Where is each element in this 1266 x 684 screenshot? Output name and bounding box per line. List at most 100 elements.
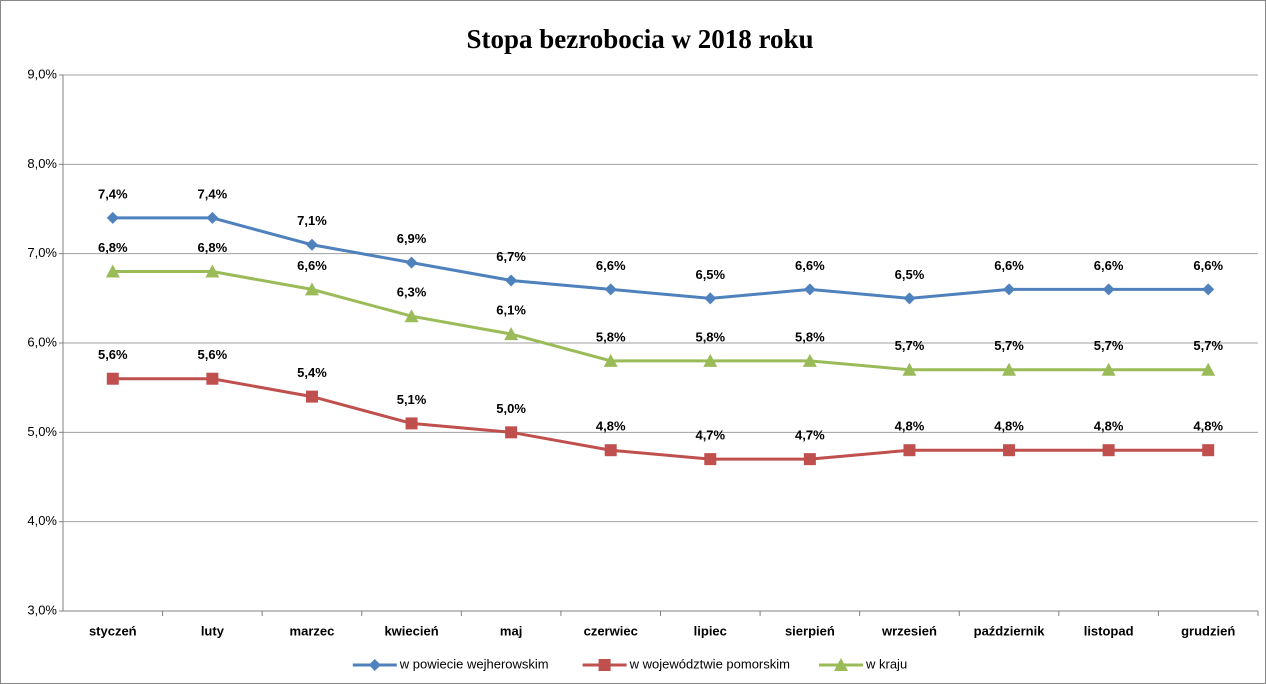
legend-marker xyxy=(598,659,611,671)
x-tick-label: luty xyxy=(201,623,225,638)
x-tick-label: lipiec xyxy=(694,623,727,638)
data-label: 6,7% xyxy=(496,249,526,264)
y-tick-label: 5,0% xyxy=(27,424,57,439)
marker xyxy=(405,256,418,269)
y-tick-label: 4,0% xyxy=(27,513,57,528)
data-label: 4,8% xyxy=(596,419,626,434)
marker xyxy=(1202,283,1215,296)
x-tick-label: styczeń xyxy=(89,623,137,638)
data-label: 4,8% xyxy=(895,419,925,434)
marker xyxy=(903,292,916,305)
marker xyxy=(206,211,219,224)
y-tick-label: 9,0% xyxy=(27,66,57,81)
x-tick-label: wrzesień xyxy=(881,623,937,638)
data-label: 5,0% xyxy=(496,401,526,416)
data-label: 4,7% xyxy=(695,428,725,443)
marker xyxy=(604,283,617,296)
chart-title: Stopa bezrobocia w 2018 roku xyxy=(466,24,813,54)
marker xyxy=(305,238,318,251)
x-tick-label: sierpień xyxy=(785,623,835,638)
marker xyxy=(802,353,817,367)
data-label: 7,1% xyxy=(297,213,327,228)
legend-label: w kraju xyxy=(865,656,907,671)
legend-label: w powiecie wejherowskim xyxy=(399,656,549,671)
data-label: 4,8% xyxy=(1193,419,1223,434)
y-tick-label: 3,0% xyxy=(27,602,57,617)
marker xyxy=(803,453,816,466)
data-label: 6,6% xyxy=(795,258,825,273)
data-label: 5,7% xyxy=(895,338,925,353)
marker xyxy=(1101,362,1116,376)
data-label: 5,4% xyxy=(297,365,327,380)
data-label: 7,4% xyxy=(98,186,128,201)
marker xyxy=(1102,283,1115,296)
marker xyxy=(902,362,917,376)
y-tick-label: 6,0% xyxy=(27,334,57,349)
marker xyxy=(704,292,717,305)
marker xyxy=(105,264,120,278)
marker xyxy=(206,372,219,385)
marker xyxy=(1002,362,1017,376)
data-label: 6,8% xyxy=(98,240,128,255)
x-tick-label: kwiecień xyxy=(384,623,438,638)
data-label: 5,6% xyxy=(198,347,228,362)
data-label: 6,5% xyxy=(695,267,725,282)
marker xyxy=(1102,444,1115,457)
data-label: 4,8% xyxy=(1094,419,1124,434)
data-label: 5,1% xyxy=(397,392,427,407)
marker xyxy=(903,444,916,457)
marker xyxy=(205,264,220,278)
y-tick-label: 7,0% xyxy=(27,245,57,260)
series-line xyxy=(112,216,1209,300)
data-label: 5,8% xyxy=(596,329,626,344)
data-label: 6,5% xyxy=(895,267,925,282)
data-label: 6,3% xyxy=(397,285,427,300)
marker xyxy=(603,353,618,367)
marker xyxy=(505,426,518,439)
data-label: 6,6% xyxy=(1094,258,1124,273)
x-tick-label: marzec xyxy=(290,623,335,638)
data-label: 7,4% xyxy=(198,186,228,201)
series-line xyxy=(112,270,1209,372)
data-label: 6,8% xyxy=(198,240,228,255)
data-label: 6,6% xyxy=(994,258,1024,273)
data-label: 6,6% xyxy=(297,258,327,273)
marker xyxy=(704,453,717,466)
x-tick-label: październik xyxy=(974,623,1046,638)
data-label: 4,7% xyxy=(795,428,825,443)
marker xyxy=(703,353,718,367)
data-label: 5,7% xyxy=(1094,338,1124,353)
legend-label: w województwie pomorskim xyxy=(629,656,790,671)
marker xyxy=(504,327,519,341)
data-label: 5,7% xyxy=(994,338,1024,353)
x-tick-label: maj xyxy=(500,623,522,638)
series xyxy=(106,211,1215,305)
data-label: 6,6% xyxy=(1193,258,1223,273)
marker xyxy=(1201,362,1216,376)
series xyxy=(105,264,1216,376)
data-label: 6,9% xyxy=(397,231,427,246)
data-label: 5,8% xyxy=(695,329,725,344)
marker xyxy=(106,372,119,385)
data-label: 6,6% xyxy=(596,258,626,273)
marker xyxy=(305,390,318,403)
marker xyxy=(604,444,617,457)
marker xyxy=(405,417,418,430)
marker xyxy=(106,211,119,224)
marker xyxy=(1003,283,1016,296)
legend-marker xyxy=(834,658,848,671)
marker xyxy=(505,274,518,287)
marker xyxy=(304,282,319,296)
series-line xyxy=(112,377,1209,461)
data-label: 5,8% xyxy=(795,329,825,344)
marker xyxy=(404,309,419,323)
x-tick-label: grudzień xyxy=(1181,623,1235,638)
marker xyxy=(1003,444,1016,457)
data-label: 5,7% xyxy=(1193,338,1223,353)
y-tick-label: 8,0% xyxy=(27,156,57,171)
data-label: 6,1% xyxy=(496,303,526,318)
marker xyxy=(1202,444,1215,457)
marker xyxy=(803,283,816,296)
data-label: 5,6% xyxy=(98,347,128,362)
